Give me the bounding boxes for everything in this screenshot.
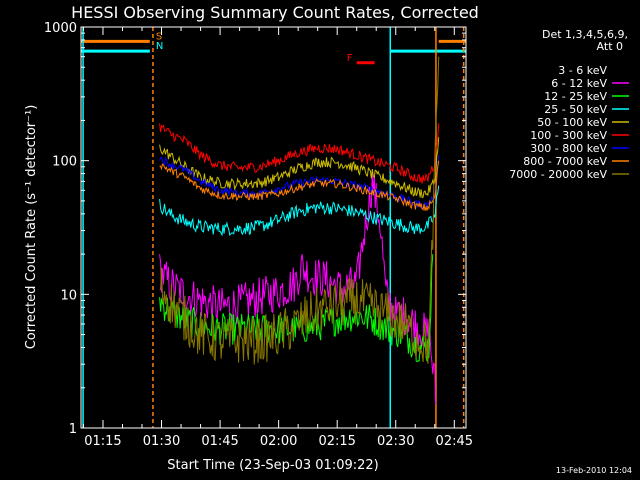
chart-title: HESSI Observing Summary Count Rates, Cor…	[71, 3, 479, 22]
x-tick-label: 01:15	[84, 434, 121, 449]
x-tick-label: 02:30	[377, 434, 414, 449]
x-tick-label: 02:15	[318, 434, 355, 449]
series-line-5	[159, 123, 440, 184]
series-line-8	[159, 56, 440, 365]
flag-s-label: S	[156, 31, 162, 42]
series-line-3	[159, 185, 440, 237]
legend-label: 50 - 100 keV	[537, 116, 607, 129]
legend-label: 300 - 800 keV	[530, 142, 607, 155]
flag-n-label: N	[156, 41, 163, 52]
y-tick-label: 1000	[44, 21, 77, 36]
legend-label: 12 - 25 keV	[544, 90, 607, 103]
legend-label: 7000 - 20000 keV	[509, 168, 607, 181]
flag-bars: SN F	[81, 31, 466, 65]
vertical-markers	[82, 27, 465, 428]
series-layer	[159, 56, 440, 470]
y-tick-label: 100	[52, 155, 77, 170]
plot-frame-rect	[80, 26, 467, 429]
legend-label: 100 - 300 keV	[530, 129, 607, 142]
legend-header: Det 1,3,4,5,6,9,	[542, 28, 628, 41]
x-tick-label: 02:00	[260, 434, 297, 449]
legend-label: 800 - 7000 keV	[523, 155, 607, 168]
axis-ticks: 01:15 01:30 01:45 02:00 02:15 02:30 02:45 1000 1…	[44, 21, 473, 449]
legend-header: Att 0	[597, 40, 623, 53]
legend-label: 3 - 6 keV	[558, 64, 607, 77]
y-tick-label: 10	[60, 288, 77, 303]
x-tick-label: 02:45	[436, 434, 473, 449]
legend-label: 25 - 50 keV	[544, 103, 607, 116]
x-tick-label: 01:30	[143, 434, 180, 449]
y-axis-label: Corrected Count Rate (s⁻¹ detector⁻¹)	[24, 105, 39, 350]
legend-label: 6 - 12 keV	[551, 77, 607, 90]
x-tick-label: 01:45	[201, 434, 238, 449]
y-tick-label: 1	[69, 422, 77, 437]
x-axis-label: Start Time (23-Sep-03 01:09:22)	[167, 458, 378, 473]
series-line-4	[159, 137, 440, 199]
footer-date: 13-Feb-2010 12:04	[556, 466, 632, 475]
series-line-7	[159, 160, 440, 211]
flag-f-label: F	[347, 53, 353, 64]
plot-frame	[80, 26, 467, 429]
